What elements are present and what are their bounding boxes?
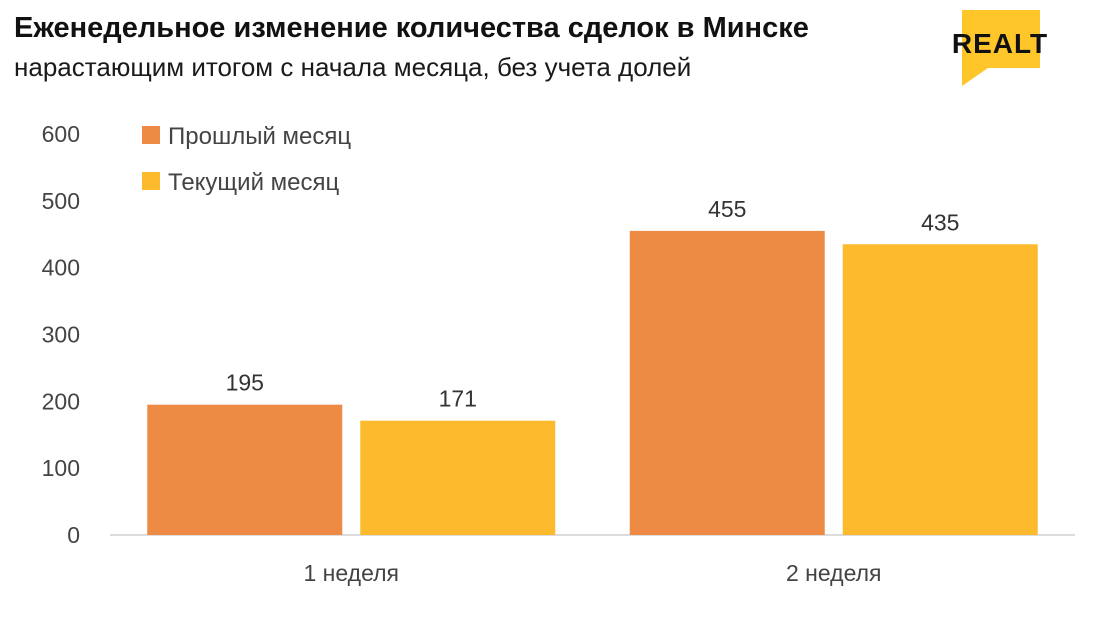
x-tick-label: 1 неделя — [304, 560, 400, 586]
bar — [360, 420, 556, 535]
realt-logo: REALT — [930, 10, 1070, 88]
data-label: 455 — [708, 196, 746, 222]
y-tick-label: 300 — [42, 322, 80, 348]
y-tick-label: 400 — [42, 255, 80, 281]
legend-label: Текущий месяц — [168, 169, 340, 196]
legend-swatch — [142, 172, 160, 190]
y-tick-label: 600 — [42, 121, 80, 147]
bar — [629, 230, 825, 536]
bar — [842, 244, 1038, 535]
y-tick-label: 500 — [42, 188, 80, 214]
data-label: 171 — [439, 386, 477, 412]
y-tick-label: 0 — [67, 522, 80, 548]
data-label: 435 — [921, 209, 959, 235]
y-tick-label: 200 — [42, 388, 80, 414]
data-label: 195 — [226, 370, 264, 396]
chart-title: Еженедельное изменение количества сделок… — [14, 12, 809, 44]
legend-label: Прошлый месяц — [168, 123, 351, 150]
y-tick-label: 100 — [42, 455, 80, 481]
legend-swatch — [142, 126, 160, 144]
logo-shape — [962, 10, 1040, 86]
bar — [147, 404, 343, 535]
x-tick-label: 2 неделя — [786, 560, 882, 586]
logo-text: REALT — [951, 28, 1049, 59]
chart-subtitle: нарастающим итогом с начала месяца, без … — [14, 52, 692, 82]
